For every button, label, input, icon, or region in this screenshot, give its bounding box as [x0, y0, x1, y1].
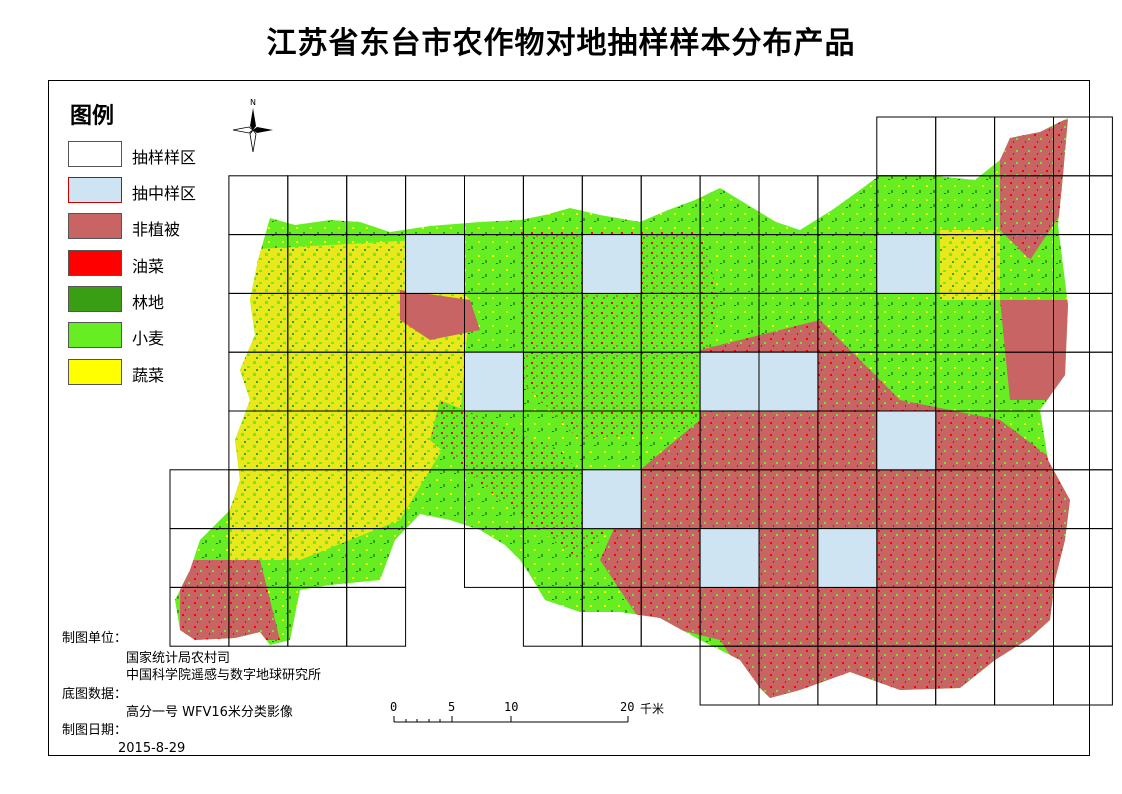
sample-cell [169, 469, 230, 530]
nonveg-area-coast [1000, 300, 1070, 400]
credit-date-label: 制图日期： [62, 723, 128, 738]
legend-item: 小麦 [68, 322, 238, 350]
map-title: 江苏省东台市农作物对地抽样样本分布产品 [266, 26, 856, 61]
selected-sample-cell [581, 469, 642, 530]
legend-label: 抽样样区 [132, 148, 197, 167]
legend-label: 抽中样区 [132, 184, 197, 203]
selected-sample-cell [699, 351, 760, 412]
selected-sample-cells [405, 234, 937, 588]
selected-sample-cell [876, 234, 937, 294]
legend-item: 蔬菜 [68, 359, 238, 387]
legend-label: 小麦 [132, 329, 165, 348]
credit-maker-line2: 中国科学院遥感与数字地球研究所 [126, 668, 322, 683]
rapeseed-strip [430, 400, 620, 560]
scale-unit: 千米 [640, 702, 665, 716]
sample-cell [346, 586, 407, 647]
selected-sample-cell [876, 410, 937, 471]
scale-tick-10: 10 [504, 700, 519, 714]
scale-tick-5: 5 [448, 700, 456, 714]
nonveg-area-southwest [180, 560, 280, 640]
legend-label: 林地 [132, 293, 165, 312]
selected-sample-cell [699, 528, 760, 588]
nonveg-patch-west [400, 290, 480, 340]
credit-maker-line1: 国家统计局农村司 [126, 651, 231, 666]
north-label: N [250, 98, 256, 107]
nonveg-area-northeast [1000, 120, 1070, 260]
legend-swatch [68, 359, 122, 385]
legend-item: 林地 [68, 286, 238, 314]
mixed-crop-area [520, 230, 720, 440]
legend-swatch [68, 322, 122, 348]
selected-sample-cell [758, 351, 819, 412]
sample-cell [1053, 410, 1113, 471]
legend-label: 非植被 [132, 220, 181, 239]
sample-cell [876, 116, 937, 177]
credit-base-label: 底图数据： [62, 687, 128, 702]
land-cover-raster [175, 118, 1070, 698]
selected-sample-cell [817, 528, 878, 588]
credit-maker-label: 制图单位： [62, 631, 128, 646]
north-arrow-icon: N [232, 98, 273, 152]
legend-item: 非植被 [68, 213, 238, 241]
scale-bar [393, 716, 629, 723]
credit-base-value: 高分一号 WFV16米分类影像 [126, 705, 293, 720]
scale-tick-20: 20 [620, 700, 635, 714]
legend-swatch [68, 141, 122, 167]
credit-date-value: 2015-8-29 [118, 741, 186, 756]
scale-tick-0: 0 [390, 700, 398, 714]
sample-cell [1053, 175, 1113, 236]
legend-label: 油菜 [132, 257, 165, 276]
selected-sample-cell [405, 234, 466, 294]
legend-item: 抽中样区 [68, 177, 238, 205]
legend-item: 抽样样区 [68, 141, 238, 169]
selected-sample-cell [581, 234, 642, 294]
sample-cell [1053, 586, 1113, 647]
sample-cell [994, 645, 1054, 706]
map-frame [48, 80, 1090, 756]
legend-swatch [68, 286, 122, 312]
legend-swatch [68, 250, 122, 276]
legend-swatch [68, 213, 122, 239]
nonveg-area-east [600, 320, 1070, 698]
vegetable-patch-northeast [940, 230, 1000, 300]
selected-sample-cell [464, 351, 524, 412]
sample-cell [1053, 645, 1113, 706]
legend-label: 蔬菜 [132, 366, 165, 385]
legend-swatch [68, 177, 122, 203]
sample-cell [935, 116, 996, 177]
legend-item: 油菜 [68, 250, 238, 278]
legend-heading: 图例 [70, 104, 115, 129]
